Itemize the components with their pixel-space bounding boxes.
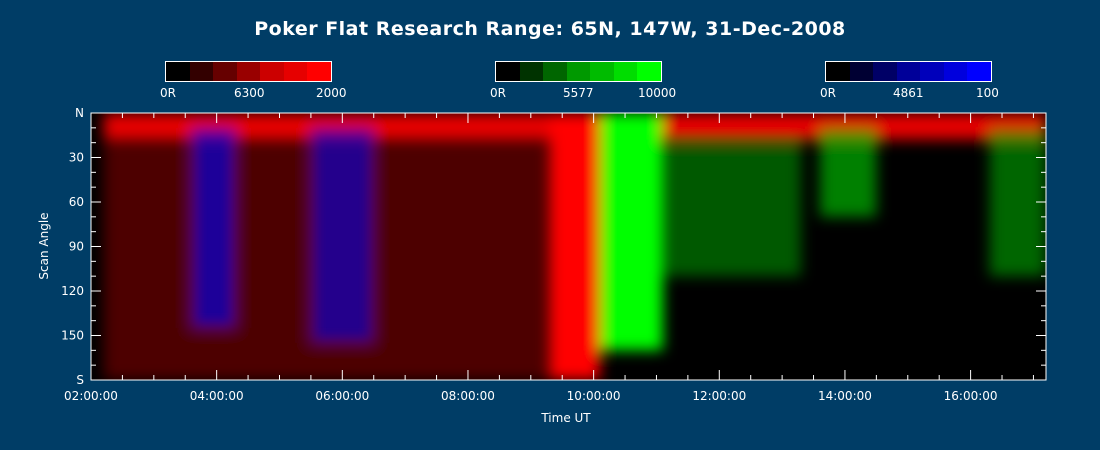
emission-blue-feature-3: [310, 127, 374, 343]
x-tick-label: 16:00:00: [944, 389, 998, 403]
x-tick-label: 10:00:00: [567, 389, 621, 403]
emission-red-feature-4: [549, 113, 600, 380]
colorbar-5577-step-3: [566, 62, 591, 81]
colorbar-6300: [165, 61, 332, 82]
colorbar-4861-step-5: [943, 62, 968, 81]
colorbar-4861-step-1: [849, 62, 874, 81]
y-tick-label: 120: [61, 284, 84, 298]
y-tick-label: 90: [69, 240, 84, 254]
emission-blue-feature-2: [191, 127, 236, 329]
colorbar-6300-step-3: [236, 62, 261, 81]
x-tick-label: 14:00:00: [818, 389, 872, 403]
colorbar-5577-step-1: [519, 62, 544, 81]
emission-green-feature-5: [599, 113, 663, 351]
colorbar-5577-step-2: [543, 62, 567, 81]
colorbar-6300-min-label: 0R: [160, 86, 176, 100]
colorbar-5577-step-6: [637, 62, 662, 81]
x-axis-label: Time UT: [540, 411, 591, 425]
emission-green-feature-6: [662, 142, 801, 277]
colorbar-4861-step-6: [967, 62, 992, 81]
colorbar-6300-step-1: [189, 62, 214, 81]
colorbar-6300-step-0: [166, 62, 190, 81]
y-tick-label: N: [75, 106, 84, 120]
colorbar-4861-max-label: 100: [976, 86, 999, 100]
x-tick-label: 08:00:00: [441, 389, 495, 403]
y-tick-label: 150: [61, 329, 84, 343]
colorbar-5577-step-4: [590, 62, 614, 81]
colorbar-4861-min-label: 0R: [820, 86, 836, 100]
colorbar-6300-step-4: [260, 62, 284, 81]
colorbar-5577: [495, 61, 662, 82]
colorbar-4861-step-2: [873, 62, 897, 81]
x-tick-label: 12:00:00: [692, 389, 746, 403]
axes: 02:00:00 04:00:00 06:00:00 08:00:00 10:00:00…: [61, 106, 1046, 403]
chart-title: Poker Flat Research Range: 65N, 147W, 31…: [254, 18, 846, 40]
emission-intensity-layer: [103, 113, 1046, 380]
x-tick-label: 04:00:00: [190, 389, 244, 403]
colorbar-6300-step-5: [283, 62, 308, 81]
colorbar-5577-wavelength-label: 5577: [563, 86, 594, 100]
colorbar-6300-max-label: 2000: [316, 86, 347, 100]
colorbar-4861-step-3: [896, 62, 921, 81]
y-tick-label: 60: [69, 195, 84, 209]
colorbar-5577-max-label: 10000: [638, 86, 677, 100]
colorbar-4861: [825, 61, 992, 82]
colorbar-4861-step-0: [826, 62, 850, 81]
colorbar-5577-step-5: [613, 62, 638, 81]
y-axis-label: Scan Angle: [37, 212, 51, 279]
y-tick-label: S: [76, 373, 84, 387]
emission-green-feature-7: [819, 127, 877, 217]
colorbar-5577-step-0: [496, 62, 520, 81]
colorbar-6300-step-6: [307, 62, 332, 81]
colorbar-6300-step-2: [213, 62, 237, 81]
x-tick-label: 02:00:00: [64, 389, 118, 403]
x-tick-label: 06:00:00: [315, 389, 369, 403]
colorbar-5577-min-label: 0R: [490, 86, 506, 100]
colorbar-4861-wavelength-label: 4861: [893, 86, 924, 100]
colorbar-6300-wavelength-label: 6300: [234, 86, 265, 100]
y-tick-label: 30: [69, 151, 84, 165]
colorbar-4861-step-4: [920, 62, 944, 81]
